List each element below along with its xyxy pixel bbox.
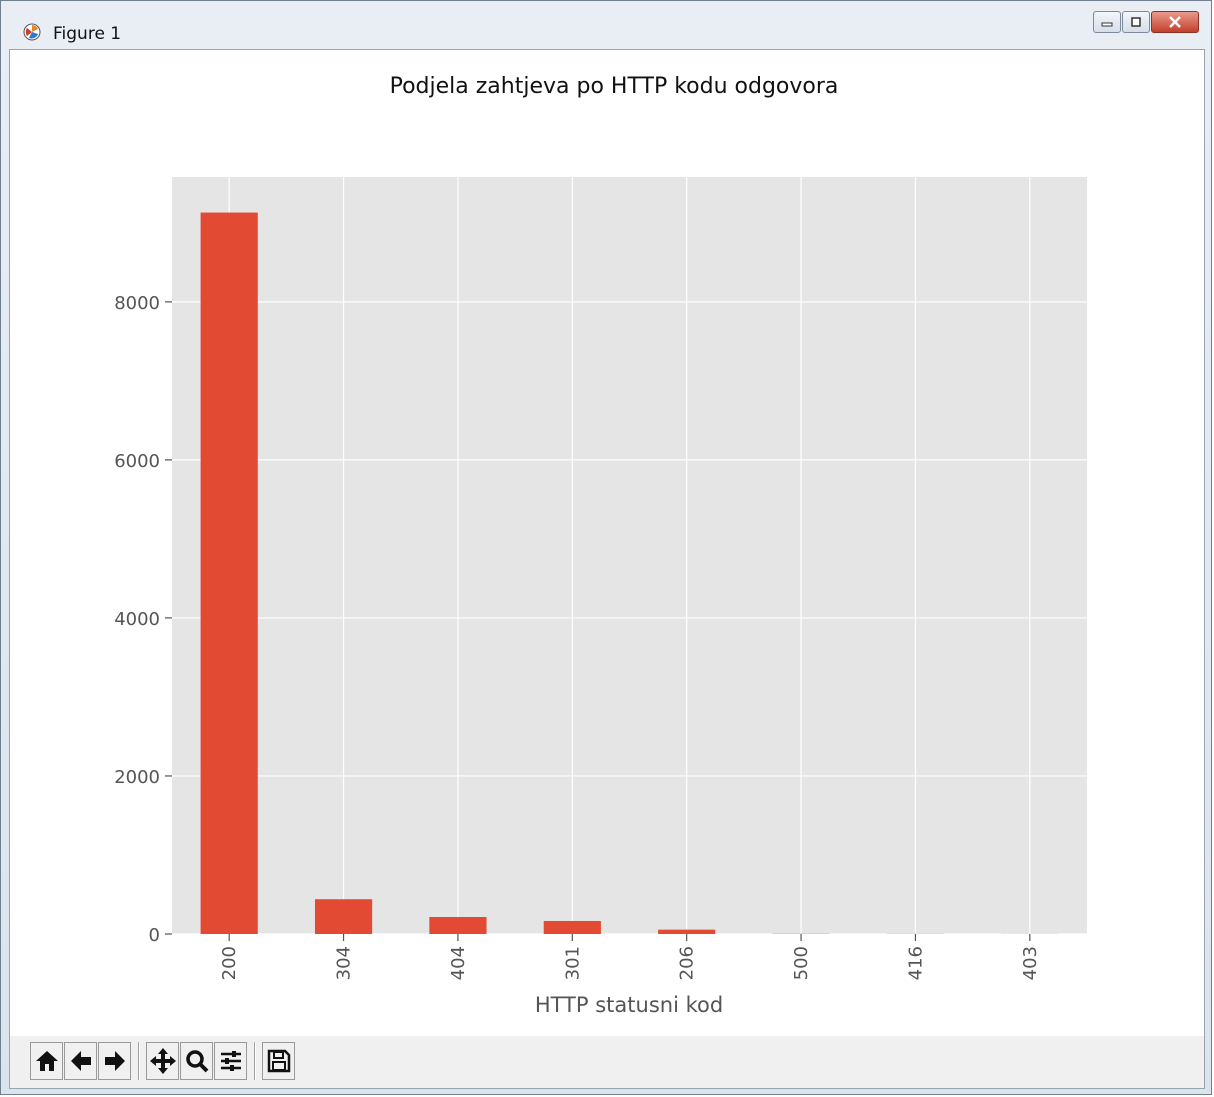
back-arrow-icon	[70, 1051, 91, 1071]
maximize-icon	[1131, 17, 1141, 27]
save-button[interactable]	[262, 1042, 295, 1080]
x-tick-label: 404	[448, 946, 469, 980]
y-axis: 0 2000 4000 6000 8000	[114, 293, 172, 946]
y-tick-label: 0	[149, 925, 160, 946]
minimize-button[interactable]	[1093, 11, 1121, 33]
chart-title: Podjela zahtjeva po HTTP kodu odgovora	[390, 74, 839, 99]
navigation-toolbar	[10, 1036, 1204, 1088]
configure-subplots-icon	[220, 1051, 241, 1071]
configure-subplots-button[interactable]	[214, 1042, 247, 1080]
bar-301	[543, 920, 601, 934]
bar-206	[658, 929, 716, 934]
minimize-icon	[1101, 22, 1113, 27]
x-tick-label: 206	[677, 946, 698, 980]
figure-canvas-area: Podjela zahtjeva po HTTP kodu odgovora 0…	[9, 49, 1205, 1089]
toolbar-separator	[138, 1042, 140, 1080]
zoom-button[interactable]	[180, 1042, 213, 1080]
zoom-icon	[185, 1050, 208, 1073]
bar-chart: Podjela zahtjeva po HTTP kodu odgovora 0…	[114, 74, 1087, 1017]
bars	[200, 212, 1059, 934]
y-tick-label: 6000	[114, 451, 160, 472]
window-controls	[1092, 11, 1199, 33]
x-axis-label: HTTP statusni kod	[535, 993, 723, 1017]
pan-icon	[149, 1048, 176, 1074]
x-tick-label: 200	[219, 946, 240, 980]
maximize-button[interactable]	[1122, 11, 1150, 33]
x-tick-label: 301	[562, 946, 583, 980]
pan-button[interactable]	[146, 1042, 179, 1080]
x-tick-label: 416	[905, 946, 926, 980]
forward-button[interactable]	[98, 1042, 131, 1080]
home-icon	[35, 1051, 58, 1071]
close-icon	[1169, 16, 1181, 28]
x-axis: 200 304 404 301 206 500 416 403	[219, 934, 1041, 980]
bar-404	[429, 917, 487, 934]
home-button[interactable]	[30, 1042, 63, 1080]
bar-304	[314, 899, 373, 934]
title-bar[interactable]: Figure 1	[1, 1, 1211, 49]
window-title: Figure 1	[53, 24, 122, 44]
toolbar-separator	[254, 1042, 256, 1080]
matplotlib-icon	[23, 23, 41, 41]
x-tick-label: 304	[334, 946, 355, 980]
forward-arrow-icon	[104, 1051, 125, 1071]
x-tick-label: 500	[791, 946, 812, 980]
y-tick-label: 4000	[114, 609, 160, 630]
x-tick-label: 403	[1020, 946, 1041, 980]
plot-area	[172, 177, 1087, 934]
close-button[interactable]	[1151, 11, 1199, 33]
y-tick-label: 2000	[114, 767, 160, 788]
save-icon	[267, 1049, 290, 1073]
y-tick-label: 8000	[114, 293, 160, 314]
bar-200	[200, 212, 258, 934]
back-button[interactable]	[64, 1042, 97, 1080]
